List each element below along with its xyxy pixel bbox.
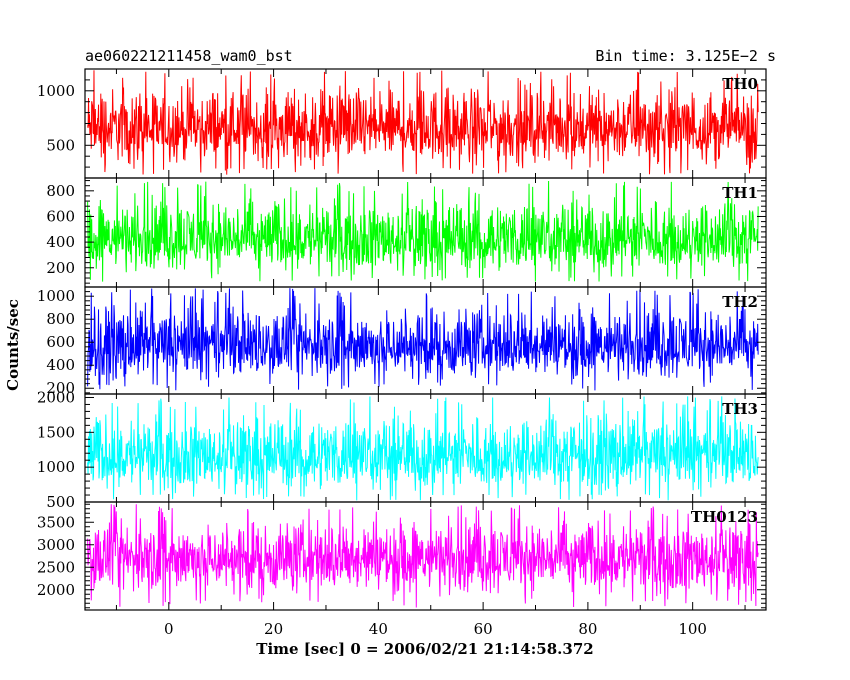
y-tick-label: 600: [46, 207, 75, 225]
y-tick-label: 400: [46, 233, 75, 251]
y-tick-label: 3000: [37, 536, 75, 554]
y-tick-label: 800: [46, 182, 75, 200]
chart-title-left: ae060221211458_wam0_bst: [85, 47, 293, 65]
y-tick-label: 1000: [37, 458, 75, 476]
y-tick-label: 500: [46, 493, 75, 511]
y-tick-label: 2500: [37, 558, 75, 576]
y-axis-label: Counts/sec: [4, 299, 22, 391]
x-tick-label: 40: [369, 620, 388, 638]
y-tick-label: 400: [46, 356, 75, 374]
panels-group: 500 1000 TH0 200 400 600 800 TH1 200 400 600 800 100…: [37, 68, 767, 611]
x-tick-label: 60: [474, 620, 493, 638]
panel-label: TH0: [722, 75, 758, 93]
y-tick-label: 200: [46, 379, 75, 397]
y-tick-label: 1000: [37, 82, 75, 100]
y-tick-label: 1000: [37, 287, 75, 305]
y-tick-label: 1500: [37, 423, 75, 441]
y-tick-label: 600: [46, 333, 75, 351]
panel-label: TH3: [722, 400, 758, 418]
series-line-th0123: [87, 504, 759, 608]
y-tick-label: 3500: [37, 513, 75, 531]
panel-label: TH0123: [691, 508, 758, 526]
panel-th0: 500 1000 TH0: [37, 68, 767, 179]
y-tick-label: 800: [46, 310, 75, 328]
y-tick-label: 500: [46, 136, 75, 154]
x-tick-label: 100: [678, 620, 707, 638]
x-tick-label: 20: [264, 620, 283, 638]
y-tick-label: 2000: [37, 388, 75, 406]
series-line-th0: [87, 70, 759, 175]
y-tick-label: 200: [46, 259, 75, 277]
panel-th1: 200 400 600 800 TH1: [46, 177, 767, 288]
x-tick-label: 80: [578, 620, 597, 638]
panel-th3: 500 1000 1500 2000 TH3: [37, 388, 767, 511]
series-line-th3: [87, 396, 759, 501]
panel-th0123: 2000 2500 3000 3500 TH0123: [37, 501, 767, 611]
y-tick-label: 2000: [37, 581, 75, 599]
panel-th2: 200 400 600 800 1000 TH2: [37, 286, 767, 397]
series-line-th2: [87, 288, 759, 391]
chart-title-right: Bin time: 3.125E−2 s: [595, 47, 776, 65]
x-axis-label: Time [sec] 0 = 2006/02/21 21:14:58.372: [256, 640, 593, 658]
panel-label: TH2: [722, 293, 758, 311]
x-tick-label: 0: [164, 620, 174, 638]
x-axis: 0 20 40 60 80 100: [164, 620, 707, 638]
series-line-th1: [87, 180, 759, 282]
panel-label: TH1: [722, 184, 758, 202]
panel-frame: [84, 501, 767, 611]
